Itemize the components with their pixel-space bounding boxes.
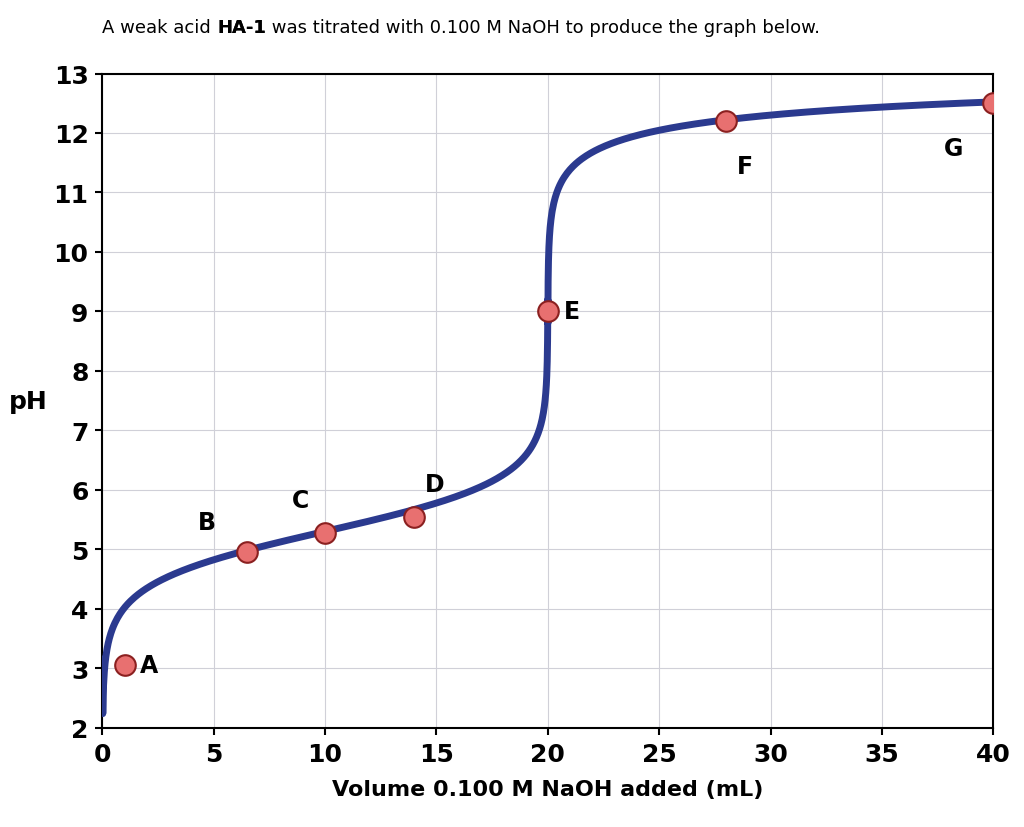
Point bbox=[540, 305, 556, 318]
Text: C: C bbox=[292, 488, 309, 512]
Point bbox=[718, 115, 734, 128]
Text: HA-1: HA-1 bbox=[217, 19, 266, 37]
Point bbox=[985, 98, 1001, 111]
Point bbox=[407, 510, 423, 523]
Text: was titrated with 0.100 M NaOH to produce the graph below.: was titrated with 0.100 M NaOH to produc… bbox=[266, 19, 820, 37]
Text: A: A bbox=[140, 653, 159, 677]
Text: D: D bbox=[425, 472, 445, 496]
Point bbox=[239, 546, 255, 559]
Text: A weak acid: A weak acid bbox=[102, 19, 217, 37]
Text: HA-1: HA-1 bbox=[217, 19, 266, 37]
Text: E: E bbox=[563, 300, 580, 324]
Text: G: G bbox=[944, 136, 964, 160]
Text: B: B bbox=[199, 511, 216, 535]
Point bbox=[317, 526, 334, 539]
Point bbox=[117, 659, 133, 672]
Text: F: F bbox=[737, 155, 754, 179]
Y-axis label: pH: pH bbox=[9, 390, 48, 413]
X-axis label: Volume 0.100 M NaOH added (mL): Volume 0.100 M NaOH added (mL) bbox=[332, 780, 764, 800]
